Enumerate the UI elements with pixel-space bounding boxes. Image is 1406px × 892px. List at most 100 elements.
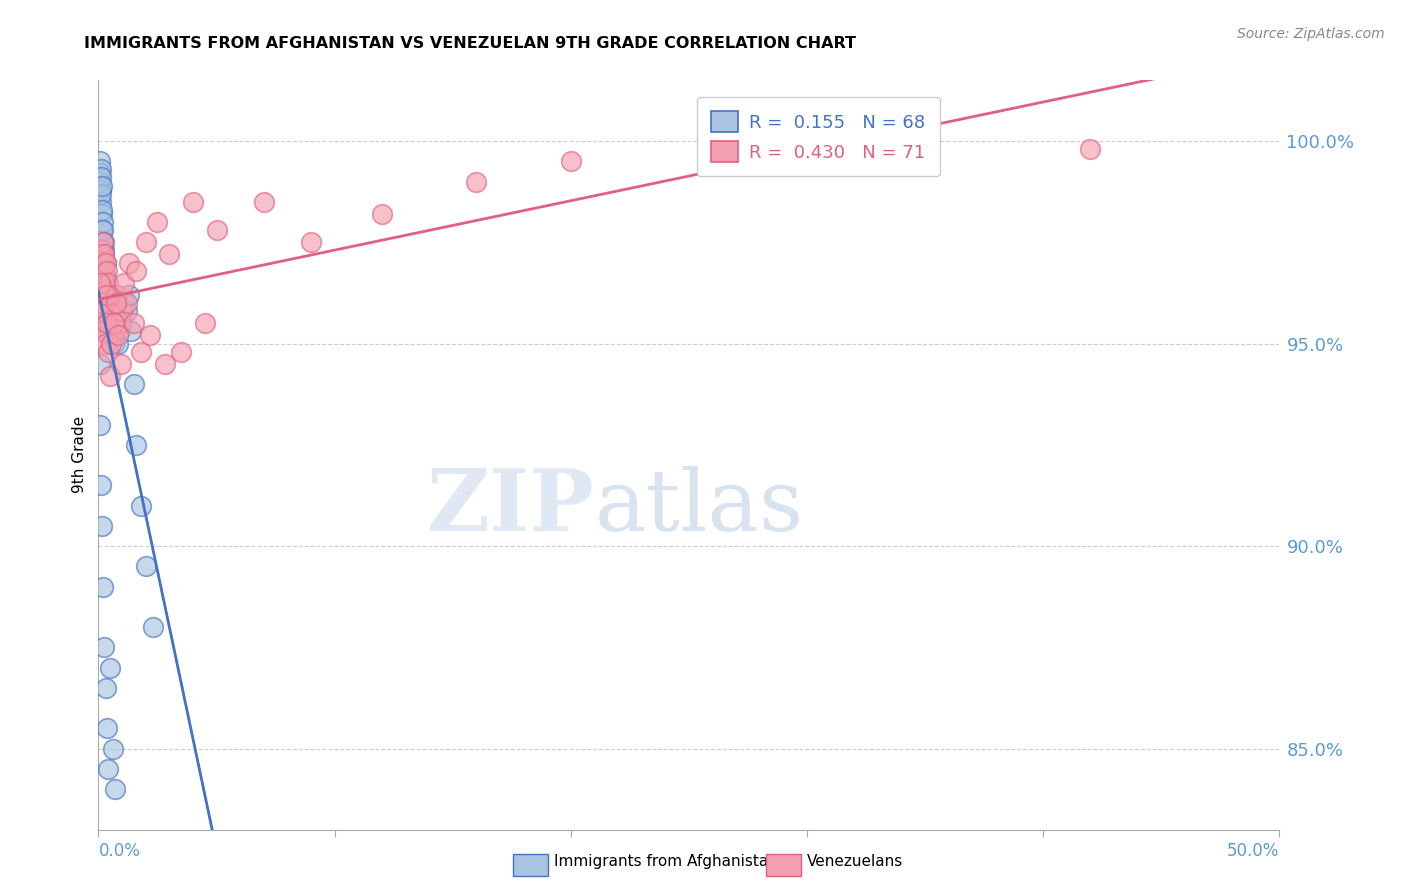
Point: [181, 194, 204, 209]
Point: [91, 268, 114, 282]
Text: 0.0%: 0.0%: [98, 842, 141, 860]
Point: [112, 276, 135, 290]
Point: [108, 316, 131, 330]
Point: [105, 288, 128, 302]
Point: [90, 247, 112, 261]
Point: [93, 244, 115, 258]
Point: [94, 304, 117, 318]
Point: [90, 276, 112, 290]
Point: [103, 316, 125, 330]
Point: [135, 559, 157, 574]
Text: 50.0%: 50.0%: [1227, 842, 1279, 860]
Point: [125, 263, 148, 277]
Point: [97, 344, 120, 359]
Point: [153, 357, 176, 371]
Point: [96, 328, 118, 343]
Point: [101, 296, 124, 310]
Point: [170, 344, 193, 359]
Point: [107, 336, 129, 351]
Point: [98, 325, 121, 339]
Point: [89, 166, 111, 180]
Point: [97, 316, 120, 330]
Point: [121, 325, 143, 339]
Point: [96, 288, 118, 302]
Point: [93, 284, 115, 298]
Point: [100, 296, 122, 310]
Point: [91, 580, 114, 594]
Point: [110, 357, 132, 371]
Y-axis label: 9th Grade: 9th Grade: [72, 417, 87, 493]
Point: [139, 328, 162, 343]
Point: [94, 336, 117, 351]
Point: [105, 316, 128, 330]
Point: [104, 325, 127, 339]
Point: [91, 304, 114, 318]
Point: [93, 235, 115, 250]
Point: [96, 316, 118, 330]
Point: [111, 304, 134, 318]
Point: [93, 255, 115, 269]
Point: [94, 284, 117, 298]
Point: [94, 316, 117, 330]
Point: [103, 336, 125, 351]
Point: [91, 244, 114, 258]
Point: [93, 284, 115, 298]
Point: [465, 175, 488, 189]
Point: [91, 235, 114, 250]
Point: [90, 284, 112, 298]
Point: [101, 741, 124, 756]
Text: Immigrants from Afghanistan: Immigrants from Afghanistan: [554, 855, 778, 869]
Point: [91, 215, 114, 229]
Point: [89, 357, 111, 371]
Point: [122, 316, 145, 330]
Point: [157, 247, 180, 261]
Point: [94, 276, 117, 290]
Point: [914, 126, 936, 140]
Point: [93, 247, 115, 261]
Point: [93, 263, 115, 277]
Point: [105, 296, 128, 310]
Point: [94, 288, 117, 302]
Point: [93, 263, 115, 277]
Point: [91, 288, 114, 302]
Point: [98, 304, 121, 318]
Point: [96, 296, 118, 310]
Point: [100, 316, 122, 330]
Point: [93, 325, 115, 339]
Text: ZIP: ZIP: [426, 466, 595, 549]
Point: [89, 175, 111, 189]
Point: [371, 207, 394, 221]
Point: [107, 328, 129, 343]
Point: [91, 223, 114, 237]
Point: [93, 255, 115, 269]
Point: [90, 186, 112, 201]
Point: [100, 336, 122, 351]
Point: [90, 478, 112, 492]
Point: [90, 162, 112, 177]
Point: [122, 377, 145, 392]
Point: [97, 288, 120, 302]
Point: [98, 368, 121, 383]
Point: [96, 284, 118, 298]
Point: [93, 263, 115, 277]
Point: [560, 154, 582, 169]
Point: [118, 255, 141, 269]
Point: [94, 681, 117, 695]
Point: [1080, 142, 1102, 156]
Point: [205, 223, 228, 237]
Point: [115, 296, 138, 310]
Point: [129, 344, 152, 359]
Text: Source: ZipAtlas.com: Source: ZipAtlas.com: [1237, 27, 1385, 41]
Point: [91, 518, 114, 533]
Point: [98, 660, 121, 674]
Point: [91, 255, 114, 269]
Point: [91, 235, 114, 250]
Text: Venezuelans: Venezuelans: [807, 855, 903, 869]
Point: [253, 194, 276, 209]
Point: [91, 207, 114, 221]
Point: [94, 276, 117, 290]
Point: [129, 499, 152, 513]
Point: [96, 263, 118, 277]
Point: [89, 154, 111, 169]
Point: [90, 183, 112, 197]
